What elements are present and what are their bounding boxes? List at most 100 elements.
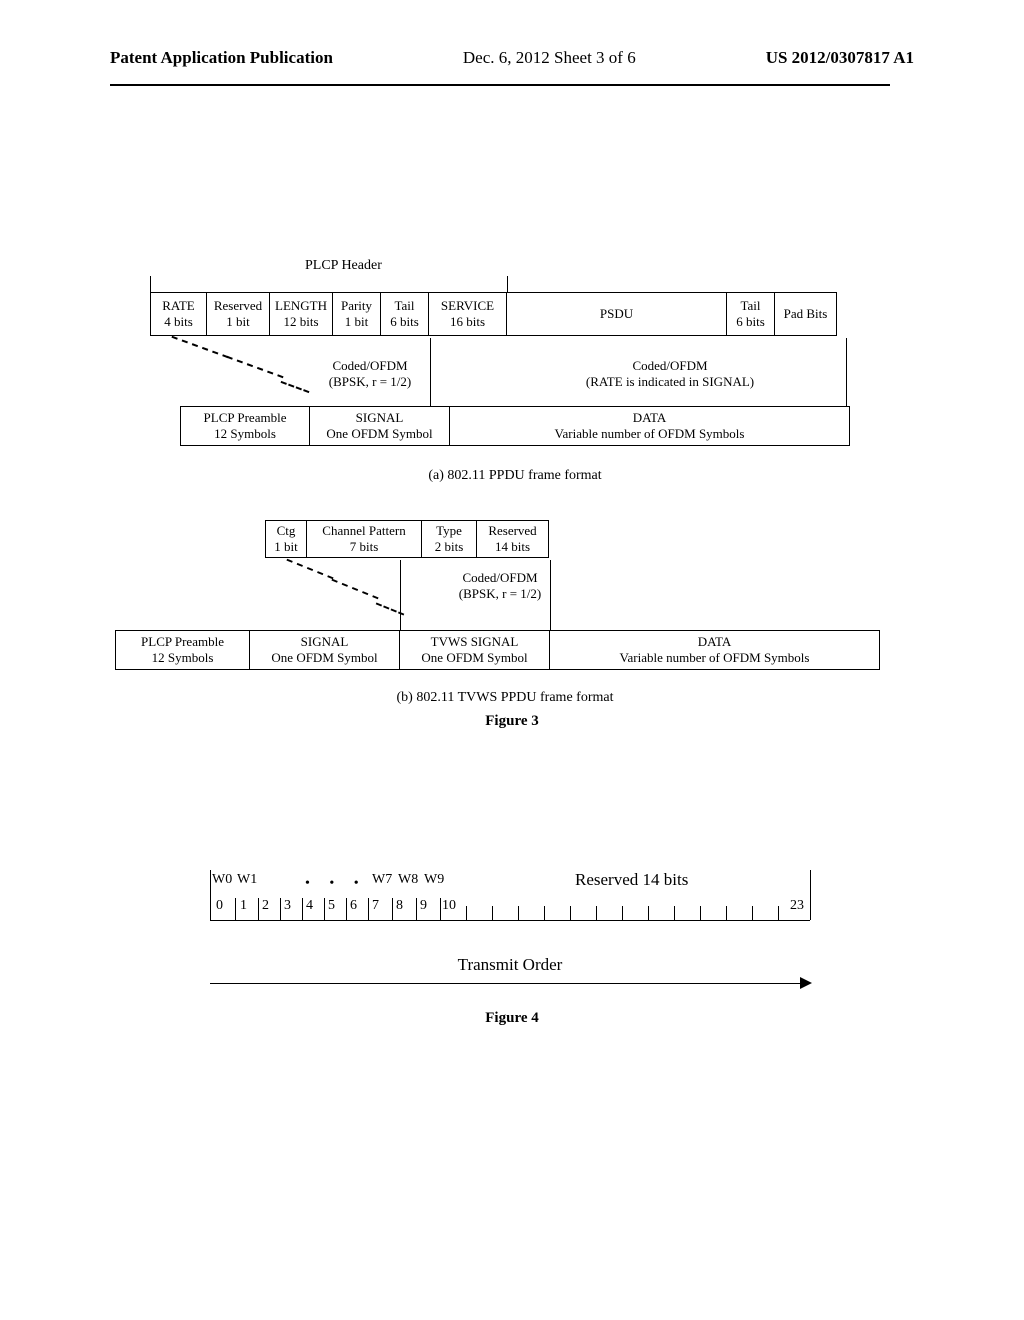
bit-tick — [392, 898, 393, 920]
header-left: Patent Application Publication — [110, 48, 333, 68]
frame-cell: SIGNALOne OFDM Symbol — [310, 406, 450, 446]
bit-tick — [778, 906, 779, 920]
ellipsis: • • • — [305, 876, 367, 892]
fig3a-bottom-row: PLCP Preamble12 SymbolsSIGNALOne OFDM Sy… — [180, 406, 850, 446]
fig3b-caption: (b) 802.11 TVWS PPDU frame format — [115, 690, 895, 706]
figure-4: • • • Reserved 14 bits W0W1W7W8W90123456… — [210, 870, 810, 921]
page-header: Patent Application Publication Dec. 6, 2… — [0, 48, 1024, 68]
bit-w-label: W8 — [398, 872, 418, 888]
bit-tick — [416, 898, 417, 920]
bit-tick — [302, 898, 303, 920]
dash-connector — [226, 356, 283, 378]
figure-4-label: Figure 4 — [0, 1010, 1024, 1027]
bit-tick — [810, 870, 811, 920]
bit-index-label: 1 — [240, 898, 247, 914]
frame-cell: DATAVariable number of OFDM Symbols — [450, 406, 850, 446]
figure-3-label: Figure 3 — [0, 713, 1024, 730]
bit-index-label: 8 — [396, 898, 403, 914]
bit-index-label: 0 — [216, 898, 223, 914]
bit-index-label: 5 — [328, 898, 335, 914]
bit-tick — [324, 898, 325, 920]
bit-tick — [570, 906, 571, 920]
frame-cell: DATAVariable number of OFDM Symbols — [550, 630, 880, 670]
bit-index-label: 2 — [262, 898, 269, 914]
header-center: Dec. 6, 2012 Sheet 3 of 6 — [463, 48, 636, 68]
bit-index-label: 3 — [284, 898, 291, 914]
bit-index-label: 9 — [420, 898, 427, 914]
span-tick — [400, 560, 401, 630]
field-cell: Parity1 bit — [333, 292, 381, 336]
coding-left: Coded/OFDM (BPSK, r = 1/2) — [300, 358, 440, 390]
field-cell: Tail6 bits — [727, 292, 775, 336]
field-cell: PSDU — [507, 292, 727, 336]
coding-left-l1: Coded/OFDM — [300, 358, 440, 374]
bit-tick — [726, 906, 727, 920]
fig3a-top-row: RATE4 bitsReserved1 bitLENGTH12 bitsPari… — [150, 292, 837, 336]
field-cell: SERVICE16 bits — [429, 292, 507, 336]
frame-cell: TVWS SIGNALOne OFDM Symbol — [400, 630, 550, 670]
bit-tick — [752, 906, 753, 920]
arrow-line — [210, 983, 810, 984]
bit-index-label: 4 — [306, 898, 313, 914]
bit-index-label: 7 — [372, 898, 379, 914]
frame-cell: PLCP Preamble12 Symbols — [180, 406, 310, 446]
span-tick — [846, 338, 847, 406]
plcp-header-label: PLCP Header — [305, 258, 382, 274]
span-tick — [507, 276, 508, 292]
bit-tick — [622, 906, 623, 920]
bit-tick — [596, 906, 597, 920]
frame-cell: PLCP Preamble12 Symbols — [115, 630, 250, 670]
bit-tick — [700, 906, 701, 920]
bit-tick — [280, 898, 281, 920]
field-cell: LENGTH12 bits — [270, 292, 333, 336]
span-tick — [150, 276, 151, 292]
dash-connector — [286, 559, 333, 580]
bit-tick — [440, 898, 441, 920]
frame-cell: SIGNALOne OFDM Symbol — [250, 630, 400, 670]
bit-tick — [210, 870, 211, 920]
arrow-head-icon — [800, 977, 812, 989]
bit-tick — [492, 906, 493, 920]
field-cell: Pad Bits — [775, 292, 837, 336]
field-cell: Type2 bits — [422, 520, 477, 558]
field-cell: RATE4 bits — [150, 292, 207, 336]
bit-tick — [518, 906, 519, 920]
span-tick — [430, 338, 431, 406]
bit-w-label: W0 — [212, 872, 232, 888]
coding-b: Coded/OFDM (BPSK, r = 1/2) — [430, 570, 570, 602]
coding-left-l2: (BPSK, r = 1/2) — [300, 374, 440, 390]
field-cell: Reserved1 bit — [207, 292, 270, 336]
bit-index-label: 23 — [790, 898, 804, 914]
field-cell: Ctg1 bit — [265, 520, 307, 558]
coding-right-l1: Coded/OFDM — [540, 358, 800, 374]
fig3b-bottom-row: PLCP Preamble12 SymbolsSIGNALOne OFDM Sy… — [115, 630, 880, 670]
coding-b-l1: Coded/OFDM — [430, 570, 570, 586]
transmit-order-label: Transmit Order — [210, 955, 810, 975]
field-cell: Tail6 bits — [381, 292, 429, 336]
coding-b-l2: (BPSK, r = 1/2) — [430, 586, 570, 602]
bit-index-label: 10 — [442, 898, 456, 914]
fig3a-caption: (a) 802.11 PPDU frame format — [150, 468, 880, 484]
field-cell: Channel Pattern7 bits — [307, 520, 422, 558]
coding-right: Coded/OFDM (RATE is indicated in SIGNAL) — [540, 358, 800, 390]
bit-w-label: W1 — [237, 872, 257, 888]
reserved-label: Reserved 14 bits — [575, 870, 688, 890]
header-right: US 2012/0307817 A1 — [766, 48, 914, 68]
dash-connector — [171, 336, 228, 358]
bit-tick — [368, 898, 369, 920]
bit-index-label: 6 — [350, 898, 357, 914]
bitfield: • • • Reserved 14 bits W0W1W7W8W90123456… — [210, 870, 810, 921]
span-tick — [550, 560, 551, 630]
bit-tick — [466, 906, 467, 920]
bit-tick — [648, 906, 649, 920]
header-rule — [110, 84, 890, 86]
coding-right-l2: (RATE is indicated in SIGNAL) — [540, 374, 800, 390]
fig3b-top-row: Ctg1 bitChannel Pattern7 bitsType2 bitsR… — [265, 520, 549, 558]
transmit-order-arrow: Transmit Order — [210, 955, 810, 995]
bit-tick — [235, 898, 236, 920]
bit-tick — [346, 898, 347, 920]
dash-connector — [331, 579, 378, 600]
field-cell: Reserved14 bits — [477, 520, 549, 558]
bit-tick — [258, 898, 259, 920]
bit-w-label: W9 — [424, 872, 444, 888]
